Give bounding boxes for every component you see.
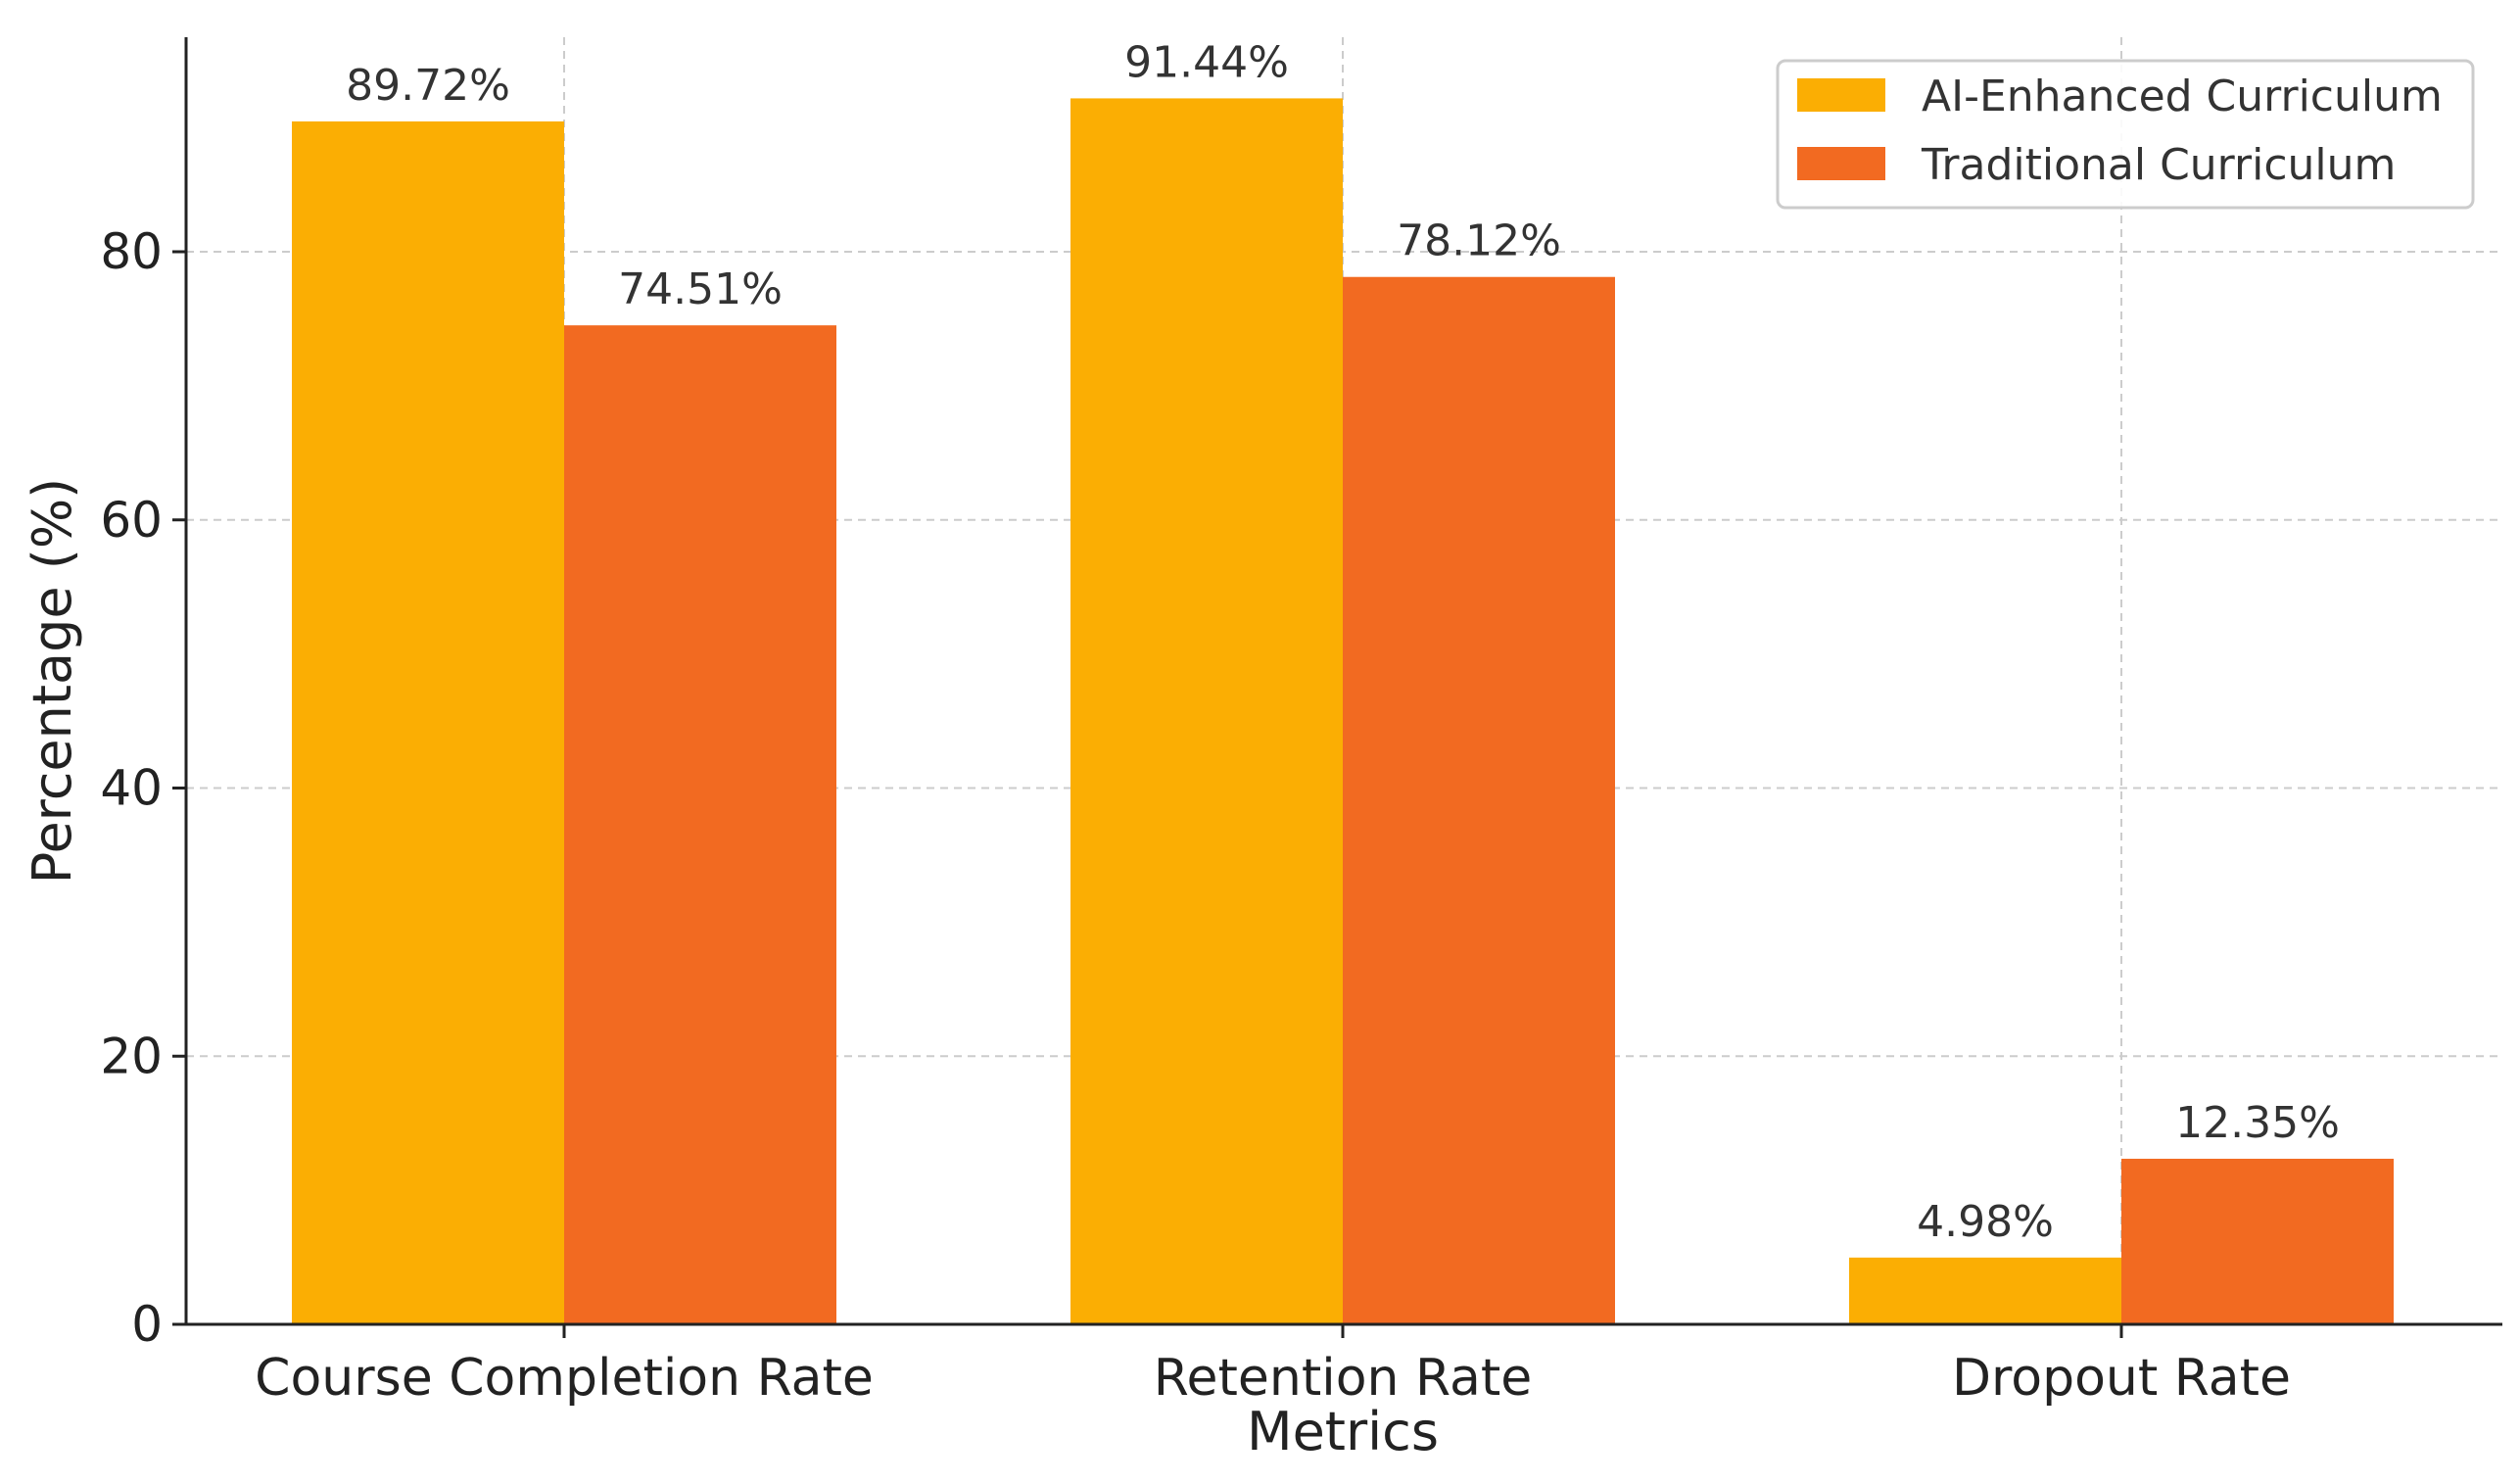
data-labels: 89.72% 91.44% 4.98% 74.51% 78.12% 12.35% — [346, 37, 2340, 1246]
bar-value-label: 4.98% — [1917, 1197, 2054, 1247]
legend-label-ai-enhanced: AI-Enhanced Curriculum — [1922, 72, 2443, 121]
legend-box — [1776, 59, 2475, 210]
y-tick-label: 60 — [100, 492, 163, 549]
bar-value-label: 74.51% — [618, 264, 783, 314]
bars — [292, 98, 2394, 1324]
y-axis-title: Percentage (%) — [22, 478, 83, 884]
bar-traditional — [2121, 1158, 2394, 1324]
bar-ai-enhanced — [1070, 98, 1343, 1324]
y-tick-label: 20 — [100, 1028, 163, 1084]
legend: AI-Enhanced Curriculum Traditional Curri… — [1776, 59, 2475, 210]
bar-ai-enhanced — [292, 120, 564, 1324]
legend-label-traditional: Traditional Curriculum — [1921, 140, 2396, 190]
bar-value-label: 78.12% — [1397, 216, 1561, 266]
bar-value-label: 12.35% — [2175, 1098, 2340, 1148]
bar-traditional — [564, 325, 836, 1324]
y-tick-label: 40 — [100, 760, 163, 817]
bar-ai-enhanced — [1849, 1257, 2121, 1324]
legend-swatch-traditional — [1797, 147, 1885, 180]
x-category-label: Course Completion Rate — [255, 1349, 874, 1408]
y-tick-label: 0 — [131, 1296, 163, 1353]
x-axis-title: Metrics — [1247, 1401, 1439, 1462]
x-category-label: Dropout Rate — [1952, 1349, 2291, 1408]
y-tick-label: 80 — [100, 223, 163, 280]
bar-value-label: 89.72% — [346, 61, 510, 111]
ticks: 0 20 40 60 80 Course Completion Rate Retention… — [100, 223, 2291, 1408]
bar-value-label: 91.44% — [1124, 37, 1289, 87]
x-category-label: Retention Rate — [1154, 1349, 1533, 1408]
bar-traditional — [1343, 276, 1615, 1324]
legend-swatch-ai-enhanced — [1797, 78, 1885, 112]
